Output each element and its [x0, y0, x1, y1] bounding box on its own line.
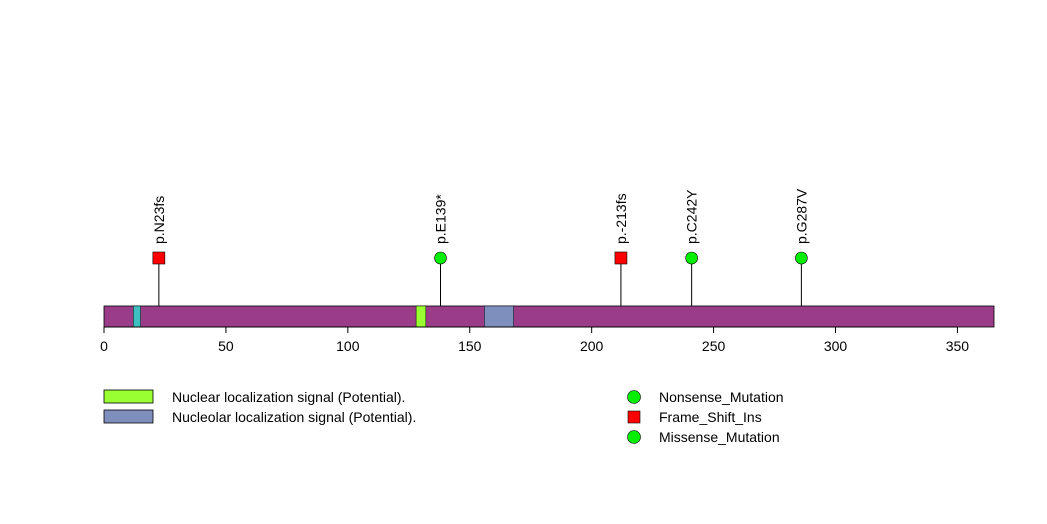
mutation-markers [152, 251, 808, 265]
axis-tick-label: 300 [824, 338, 848, 354]
axis-tick-label: 200 [580, 338, 604, 354]
mutation-label: p.G287V [793, 188, 809, 244]
position-axis: 0 50 100 150 200 250 300 350 [100, 326, 970, 354]
axis-tick-label: 50 [218, 338, 234, 354]
axis-tick-label: 100 [336, 338, 360, 354]
mutation-legend: Nonsense_Mutation Frame_Shift_Ins Missense… [627, 389, 784, 445]
domain-region [415, 305, 427, 328]
mutation-label: p.E139* [432, 194, 448, 244]
mutation-label: p.C242Y [684, 189, 700, 244]
frameshift-marker [152, 251, 166, 265]
legend-swatch [103, 389, 154, 404]
axis-tick-label: 0 [100, 338, 108, 354]
mutation-label: p.-213fs [613, 193, 629, 244]
legend-circle-marker [627, 390, 641, 404]
mutation-label: p.N23fs [151, 196, 167, 244]
frameshift-marker [614, 251, 628, 265]
mutation-marker [434, 251, 447, 265]
axis-tick-label: 150 [458, 338, 482, 354]
legend-mutation-label: Missense_Mutation [659, 429, 780, 445]
legend-domain-label: Nucleolar localization signal (Potential… [172, 409, 416, 425]
legend-mutation-label: Nonsense_Mutation [659, 389, 784, 405]
mutation-marker [795, 251, 808, 265]
legend-mutation-label: Frame_Shift_Ins [659, 409, 762, 425]
domain-region [484, 305, 514, 328]
legend-swatch [103, 409, 154, 424]
legend-circle-marker [627, 430, 641, 444]
protein-backbone [103, 305, 995, 328]
mutation-labels: p.N23fs p.E139* p.-213fs p.C242Y p.G287V [151, 188, 810, 244]
axis-tick-label: 350 [946, 338, 970, 354]
mutation-marker [685, 251, 698, 265]
domain-legend: Nuclear localization signal (Potential).… [103, 389, 416, 425]
axis-tick-label: 250 [702, 338, 726, 354]
legend-domain-label: Nuclear localization signal (Potential). [172, 389, 405, 405]
legend-square-marker [627, 410, 641, 424]
domain-region [133, 305, 141, 328]
